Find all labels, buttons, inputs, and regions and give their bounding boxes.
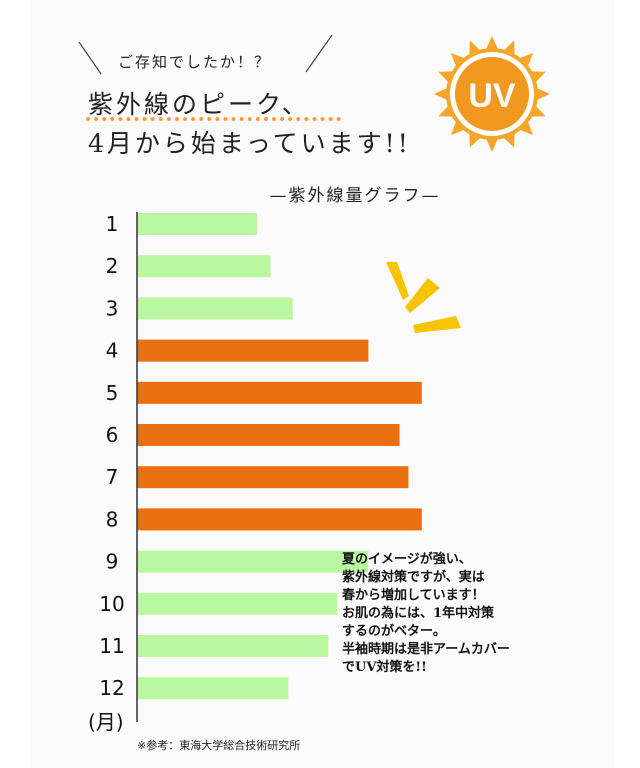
sun-ray — [450, 120, 466, 136]
sun-ray — [535, 87, 550, 101]
unit-label: (月) — [88, 710, 124, 734]
sun-disc — [455, 57, 529, 131]
bar-month-2 — [137, 255, 271, 278]
bar-month-12 — [137, 677, 289, 700]
bar-month-6 — [137, 424, 400, 446]
month-label-10: 10 — [99, 592, 124, 616]
burst-ray-1 — [386, 262, 409, 300]
burst-ray-2 — [405, 278, 440, 313]
month-label-12: 12 — [99, 676, 124, 700]
uv-label: UV — [468, 77, 516, 115]
month-label-7: 7 — [106, 465, 119, 489]
headline-line1: 紫外線のピーク、 — [88, 90, 310, 119]
month-label-3: 3 — [106, 296, 119, 320]
bar-month-4 — [137, 339, 369, 362]
note-line: 春から増加しています！ — [342, 588, 485, 603]
kicker-slash-left — [78, 41, 102, 75]
sun-ray — [485, 137, 499, 152]
bar-month-1 — [137, 213, 258, 235]
bar-month-3 — [137, 297, 293, 320]
bar-month-10 — [137, 592, 338, 615]
note-text: 夏のイメージが強い、 紫外線対策ですが、実は 春から増加しています！ お肌の為に… — [342, 551, 592, 677]
sun-ray — [485, 36, 499, 51]
chart-title: —紫外線量グラフ— — [269, 186, 441, 206]
note-line: でUV対策を!! — [342, 660, 427, 675]
burst-ray-3 — [413, 316, 461, 333]
month-label-2: 2 — [106, 254, 119, 278]
month-label-9: 9 — [106, 550, 119, 574]
bar-month-7 — [137, 466, 409, 489]
month-label-6: 6 — [106, 423, 119, 447]
month-label-8: 8 — [106, 507, 119, 531]
kicker-slash-right — [305, 34, 333, 73]
note-line: するのがベター。 — [342, 624, 446, 639]
month-label-5: 5 — [106, 381, 119, 405]
note-line: 紫外線対策ですが、実は — [342, 570, 485, 585]
note-line: 夏のイメージが強い、 — [342, 552, 472, 567]
sun-ray — [518, 52, 534, 68]
bar-month-5 — [137, 381, 422, 404]
headline-line2: 4月から始まっています!! — [88, 129, 411, 158]
sun-ray — [518, 120, 534, 136]
burst-icon — [386, 262, 461, 333]
kicker-text: ご存知でしたか！？ — [118, 53, 272, 71]
month-label-4: 4 — [106, 339, 119, 363]
month-label-1: 1 — [106, 212, 119, 236]
headline-dotted-underline — [86, 117, 341, 121]
bar-month-11 — [137, 635, 329, 657]
note-line: 半袖時期は是非アームカバー — [342, 642, 510, 657]
month-label-11: 11 — [99, 634, 124, 658]
bars-group — [137, 213, 422, 700]
bar-month-9 — [137, 550, 369, 573]
bar-month-8 — [137, 508, 422, 531]
sun-ray — [450, 52, 466, 68]
sun-ray — [434, 87, 449, 101]
source-note: ※参考：東海大学総合技術研究所 — [137, 739, 301, 752]
note-line: お肌の為には、1年中対策 — [342, 606, 495, 621]
